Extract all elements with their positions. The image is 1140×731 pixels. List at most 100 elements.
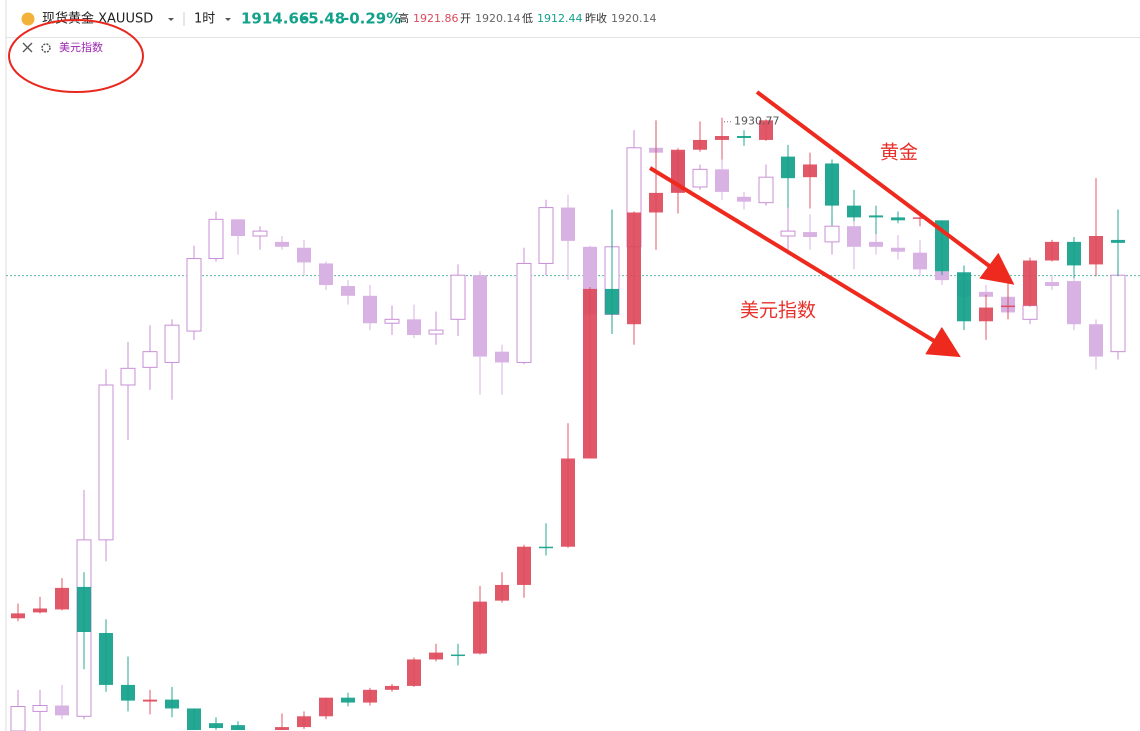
candle-body <box>297 247 311 263</box>
interval-caret[interactable] <box>225 18 231 21</box>
candle-body <box>429 652 443 660</box>
candle-body <box>1001 305 1015 308</box>
candle-body <box>77 586 91 632</box>
plot: 1930.77 <box>6 115 1140 731</box>
candle-body <box>869 241 883 247</box>
candle-body <box>473 601 487 654</box>
candle-body <box>363 295 377 324</box>
candle-body <box>450 274 466 320</box>
candle-body <box>55 587 69 610</box>
candle-body <box>847 226 861 247</box>
candle-body <box>780 230 796 237</box>
open-label: 开 <box>460 12 471 25</box>
candle-body <box>517 546 531 585</box>
candle-body <box>341 285 355 296</box>
candle-body <box>143 699 157 702</box>
candle-body <box>957 272 971 322</box>
price: 1914.66 <box>241 10 309 28</box>
candle-body <box>275 241 289 247</box>
change-pct: -0.29% <box>343 10 401 28</box>
candle-body <box>1067 281 1081 325</box>
candle-body <box>384 318 400 324</box>
candle-body <box>913 252 927 270</box>
candle-body <box>605 288 619 315</box>
candle-body <box>451 654 465 657</box>
interval[interactable]: 1时 <box>194 12 215 27</box>
highlight-circle <box>8 19 144 93</box>
candle-body <box>824 225 840 243</box>
candle-body <box>121 684 135 701</box>
candle-body <box>208 218 224 260</box>
change: -5.48 <box>302 10 345 28</box>
high-label: 高 <box>398 11 409 25</box>
candle-body <box>319 263 333 286</box>
candle-body <box>341 697 355 703</box>
candle-body <box>715 136 729 140</box>
candle-body <box>759 120 773 140</box>
candle-body <box>1045 282 1059 286</box>
candle-body <box>979 291 993 297</box>
candle-body <box>120 367 136 386</box>
candle-body <box>516 262 532 363</box>
candle-body <box>407 659 421 686</box>
candle-body <box>495 584 509 601</box>
candle-body <box>693 139 707 150</box>
annotation: 美元指数 <box>740 300 816 322</box>
candle-body <box>407 319 421 335</box>
candle-body <box>1089 236 1103 265</box>
candle-body <box>98 384 114 541</box>
candle-body <box>385 685 399 690</box>
arrow-gold <box>755 90 1015 285</box>
annotation: 黄金 <box>880 142 918 164</box>
candle-body <box>781 156 795 179</box>
symbol[interactable]: 现货黄金 XAUUSD <box>42 11 153 27</box>
candle-body <box>11 613 25 619</box>
candle-body <box>186 258 202 332</box>
candle-body <box>32 705 48 712</box>
candle-body <box>891 247 905 252</box>
candle-body <box>275 727 289 731</box>
indicator-settings[interactable] <box>41 43 51 53</box>
candle-body <box>825 163 839 206</box>
candle-body <box>627 212 641 325</box>
candle-body <box>1067 241 1081 266</box>
candle-body <box>142 351 158 368</box>
candle-body <box>252 230 268 237</box>
candle-body <box>428 329 444 335</box>
candle-body <box>913 217 927 219</box>
candle-body <box>869 215 883 218</box>
candle-body <box>165 699 179 709</box>
close-indicator[interactable] <box>22 42 33 53</box>
candle-body <box>473 275 487 357</box>
symbol-caret[interactable] <box>168 18 174 21</box>
candle-body <box>561 458 575 547</box>
candle-body <box>55 705 69 716</box>
indicator-label: 美元指数 <box>59 40 103 54</box>
candle-body <box>33 608 47 613</box>
candle-body <box>692 168 708 188</box>
candle-body <box>231 219 245 236</box>
candle-body <box>187 708 201 731</box>
candle-body <box>561 207 575 241</box>
candle-body <box>1023 260 1037 306</box>
candle-body <box>164 324 180 363</box>
candle-body <box>1110 274 1126 353</box>
candle-body <box>583 288 597 459</box>
symbol-icon <box>21 12 35 26</box>
candle-body <box>539 546 553 549</box>
candle-body <box>935 271 949 281</box>
prev-close-label: 昨收 <box>585 11 607 25</box>
low: 1912.44 <box>537 12 583 25</box>
candle-body <box>737 136 751 138</box>
open: 1920.14 <box>475 12 521 25</box>
candle-body <box>10 705 26 731</box>
candle-body <box>231 725 245 731</box>
candle-body <box>803 232 817 237</box>
candle-body <box>363 689 377 703</box>
high: 1921.86 <box>413 12 459 25</box>
candle-body <box>1045 241 1059 261</box>
arrow-dollar <box>648 166 961 358</box>
candle-body <box>495 351 509 363</box>
high-label: 1930.77 <box>734 115 780 128</box>
